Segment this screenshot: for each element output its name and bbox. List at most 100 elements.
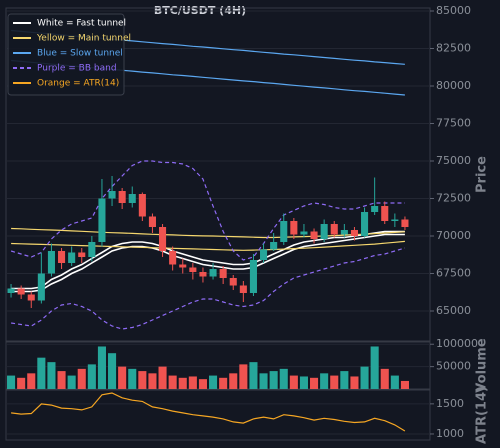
candle-body <box>280 221 288 242</box>
volume-bar <box>249 362 258 389</box>
volume-bar <box>330 375 339 389</box>
legend-label: Yellow = Main tunnel <box>36 34 131 44</box>
volume-bar <box>360 366 369 389</box>
candle-body <box>88 242 96 257</box>
y-tick-label: 100000 <box>436 337 478 350</box>
y-tick-label: 1000 <box>436 427 464 440</box>
legend-box <box>7 13 125 96</box>
volume-bar <box>57 371 66 389</box>
legend-label: White = Fast tunnel <box>37 19 126 29</box>
volume-bar <box>400 380 409 389</box>
volume-bar <box>67 375 76 389</box>
volume-bar <box>148 373 157 389</box>
y-tick-label: 82500 <box>436 42 471 55</box>
y-tick-label: 80000 <box>436 79 471 92</box>
candle-body <box>17 288 25 295</box>
candle-body <box>290 221 298 235</box>
volume-bar <box>380 368 389 389</box>
tunnel-line <box>11 227 405 239</box>
candle-body <box>209 269 217 277</box>
candle-body <box>169 251 177 265</box>
candle-body <box>320 224 328 239</box>
candle-body <box>199 272 207 277</box>
volume-bar <box>188 376 197 389</box>
candle-body <box>37 273 45 301</box>
candle-body <box>68 252 76 263</box>
volume-bar <box>350 376 359 389</box>
y-axis-label: ATR(14) <box>475 386 490 444</box>
candle-body <box>58 251 66 263</box>
y-tick-label: 85000 <box>436 4 471 17</box>
tunnel-line <box>11 230 405 290</box>
atr-line <box>11 392 406 432</box>
y-tick-label: 77500 <box>436 117 471 130</box>
panel-frame <box>5 389 431 441</box>
candle-body <box>128 194 136 203</box>
y-tick-label: 75000 <box>436 154 471 167</box>
volume-bar <box>138 371 147 389</box>
candle-body <box>260 249 268 260</box>
volume-bar <box>97 346 106 389</box>
volume-bar <box>77 368 86 389</box>
tunnel-line <box>11 233 405 293</box>
candle-body <box>7 288 15 293</box>
y-tick-label: 70000 <box>436 229 471 242</box>
volume-bar <box>17 377 26 389</box>
y-axis-label: Price <box>475 156 490 193</box>
candle-body <box>239 285 247 293</box>
candle-body <box>179 264 187 268</box>
plot-layer <box>5 7 431 441</box>
volume-bar <box>7 375 16 389</box>
y-tick-label: 65000 <box>436 304 471 317</box>
volume-bar <box>128 368 137 389</box>
y-tick-label: 50000 <box>436 360 471 373</box>
volume-bar <box>47 362 56 389</box>
panel-frame <box>5 341 431 390</box>
candle-body <box>371 206 379 212</box>
volume-bar <box>27 373 36 389</box>
volume-bar <box>178 377 187 389</box>
candle-body <box>340 230 348 235</box>
volume-bar <box>320 373 329 389</box>
tunnel-line <box>10 160 405 261</box>
volume-bar <box>239 364 248 389</box>
legend-label: Orange = ATR(14) <box>37 79 119 89</box>
legend-label: Blue = Slow tunnel <box>37 49 123 59</box>
candle-body <box>78 252 86 257</box>
candle-body <box>189 267 197 272</box>
volume-bar <box>168 375 177 389</box>
volume-bar <box>370 346 379 389</box>
candle-body <box>361 212 369 236</box>
tunnel-line <box>11 240 405 251</box>
tunnel-line <box>11 247 406 330</box>
candle-body <box>229 278 237 286</box>
volume-bar <box>198 379 207 389</box>
candle-body <box>27 294 35 301</box>
volume-bar <box>299 376 308 389</box>
candle-body <box>98 198 106 242</box>
volume-bar <box>209 375 218 389</box>
y-axis-label: Volume <box>475 338 490 393</box>
candle-body <box>108 191 116 199</box>
candle-body <box>219 269 227 278</box>
volume-bar <box>219 377 228 389</box>
candle-body <box>249 260 257 293</box>
candle-body <box>401 219 409 227</box>
candle-body <box>350 230 358 236</box>
legend-label: Purple = BB band <box>37 64 117 74</box>
y-tick-label: 67500 <box>436 267 471 280</box>
candle-body <box>270 242 278 250</box>
volume-bar <box>269 371 278 389</box>
candle-body <box>381 206 389 221</box>
volume-bar <box>289 375 298 389</box>
volume-bar <box>279 368 288 389</box>
volume-bar <box>340 371 349 389</box>
volume-bar <box>118 366 127 389</box>
volume-bar <box>310 377 319 389</box>
volume-bar <box>158 366 167 389</box>
volume-bar <box>229 373 238 389</box>
candle-body <box>159 227 167 251</box>
candle-body <box>310 231 318 239</box>
candle-body <box>118 191 126 203</box>
